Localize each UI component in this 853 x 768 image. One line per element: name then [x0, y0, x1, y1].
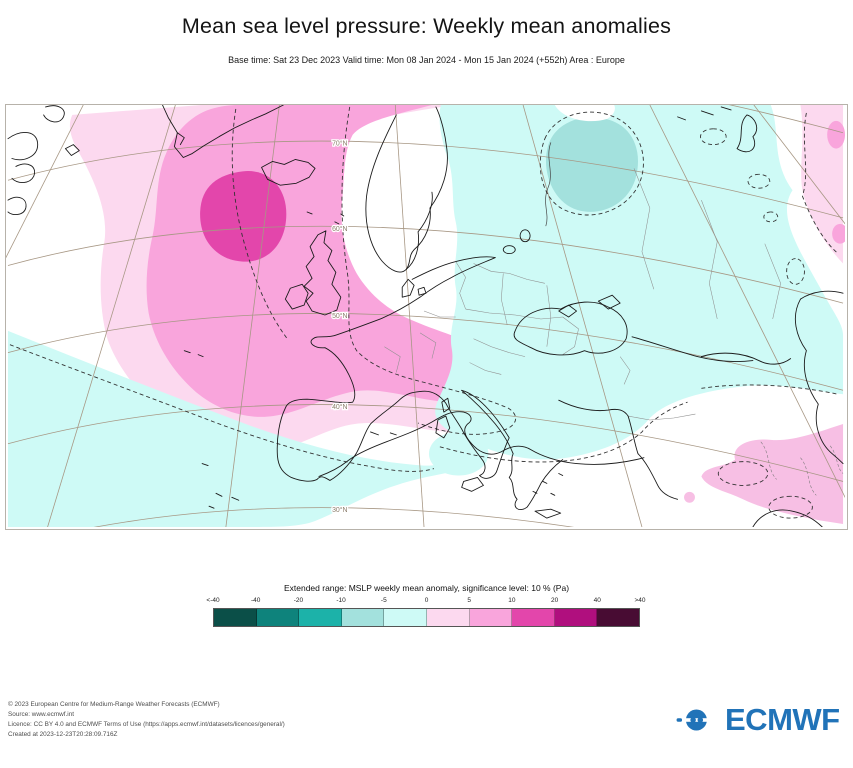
legend-tick-labels: <-40 -40 -20 -10 -5 0 5 10 20 40 >40: [206, 597, 645, 605]
legend-color-cell: [469, 609, 513, 626]
chart-subtitle: Base time: Sat 23 Dec 2023 Valid time: M…: [228, 55, 625, 65]
significance-contours: [9, 106, 839, 519]
tick-label: 20: [550, 597, 559, 604]
tick-label: <-40: [206, 597, 220, 604]
lat-label-60n: 60°N: [332, 225, 347, 233]
legend-color-cell: [341, 609, 385, 626]
colorbar: [213, 608, 640, 627]
copyright-line: © 2023 European Centre for Medium-Range …: [8, 701, 220, 708]
coastlines: [7, 105, 844, 527]
source-line: Source: www.ecmwf.int: [8, 710, 75, 718]
legend-color-cell: [214, 609, 257, 626]
tick-label: 40: [593, 597, 601, 604]
ecmwf-logo-text: ECMWF: [725, 702, 840, 737]
ecmwf-logo-icon: [676, 709, 708, 731]
tick-label: -5: [380, 597, 387, 604]
graticule-lines: [6, 105, 845, 527]
lat-label-70n: 70°N: [332, 140, 347, 148]
graticule-labels: 70°N 60°N 50°N 40°N 30°N: [331, 138, 349, 515]
anomaly-fills: [7, 105, 845, 527]
country-borders: [384, 168, 844, 496]
legend-color-cell: [299, 609, 342, 626]
tick-label: -10: [336, 597, 346, 604]
legend-color-cell: [597, 609, 639, 626]
legend-color-cell: [512, 609, 555, 626]
licence-line: Licence: CC BY 4.0 and ECMWF Terms of Us…: [8, 720, 285, 728]
legend-title: Extended range: MSLP weekly mean anomaly…: [283, 583, 570, 593]
tick-label: 0: [424, 597, 429, 604]
tick-label: 5: [467, 597, 471, 604]
tick-label: >40: [634, 597, 646, 604]
lat-label-40n: 40°N: [332, 403, 347, 411]
created-line: Created at 2023-12-23T20:28:09.716Z: [8, 730, 118, 738]
weather-map-image: 70°N 60°N 50°N 40°N 30°N: [6, 105, 845, 527]
lat-label-50n: 50°N: [332, 312, 347, 320]
tick-label: -20: [293, 597, 304, 604]
legend-color-cell: [554, 609, 598, 626]
legend-color-cell: [384, 609, 427, 626]
ecmwf-logo: ECMWF: [676, 700, 840, 740]
footer-attribution: © 2023 European Centre for Medium-Range …: [8, 700, 285, 740]
map-frame: 70°N 60°N 50°N 40°N 30°N: [5, 104, 848, 530]
lat-label-30n: 30°N: [332, 506, 347, 514]
tick-label: -40: [250, 597, 261, 604]
tick-label: 10: [508, 597, 516, 604]
legend-color-cell: [426, 609, 470, 626]
legend-color-cell: [256, 609, 300, 626]
page-title: Mean sea level pressure: Weekly mean ano…: [181, 14, 672, 38]
